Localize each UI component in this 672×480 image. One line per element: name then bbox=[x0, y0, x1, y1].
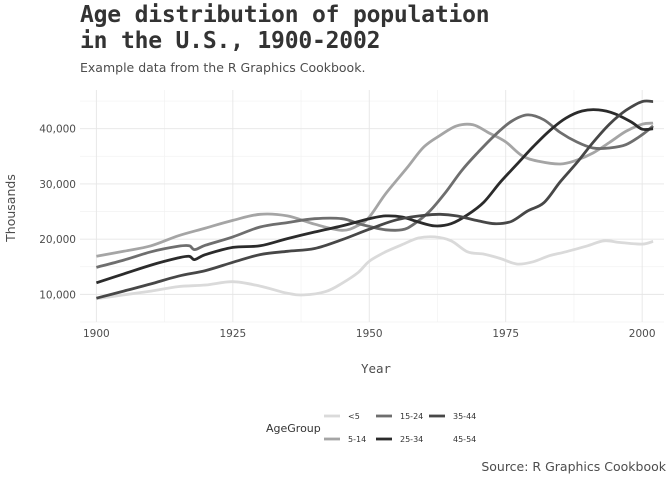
legend-label-2: 5-14 bbox=[348, 435, 366, 444]
x-tick-label: 1950 bbox=[356, 328, 383, 340]
legend-label-6: 45-54 bbox=[453, 435, 476, 444]
series-line-5 bbox=[96, 99, 654, 300]
x-tick-label: 1900 bbox=[83, 328, 110, 340]
chart-caption: Source: R Graphics Cookbook bbox=[481, 459, 666, 474]
legend-title: AgeGroup bbox=[266, 422, 321, 435]
series-line-3 bbox=[96, 113, 655, 269]
y-axis-title: Thousands bbox=[3, 174, 18, 243]
x-tick-label: 1975 bbox=[492, 328, 519, 340]
x-axis-title: Year bbox=[361, 361, 392, 376]
y-tick-label: 40,000 bbox=[39, 124, 76, 136]
legend-label-1: <5 bbox=[348, 412, 360, 421]
chart-title-line-1: Age distribution of population bbox=[80, 2, 490, 28]
series-line-4 bbox=[95, 108, 654, 285]
chart-subtitle: Example data from the R Graphics Cookboo… bbox=[80, 60, 366, 75]
legend-label-5: 35-44 bbox=[453, 412, 476, 421]
legend: AgeGroup <5 5-14 15-24 25-34 35-44 45-54 bbox=[266, 412, 476, 444]
y-tick-label: 10,000 bbox=[39, 289, 76, 301]
legend-label-4: 25-34 bbox=[400, 435, 423, 444]
y-tick-label: 30,000 bbox=[39, 179, 76, 191]
legend-label-3: 15-24 bbox=[400, 412, 423, 421]
y-tick-label: 20,000 bbox=[39, 234, 76, 246]
series-line-1 bbox=[96, 235, 654, 301]
chart-title-line-2: in the U.S., 1900-2002 bbox=[80, 28, 381, 54]
chart-title: Age distribution of population in the U.… bbox=[80, 2, 490, 54]
x-tick-label: 2000 bbox=[629, 328, 656, 340]
series-line-2 bbox=[96, 121, 654, 258]
x-tick-label: 1925 bbox=[219, 328, 246, 340]
